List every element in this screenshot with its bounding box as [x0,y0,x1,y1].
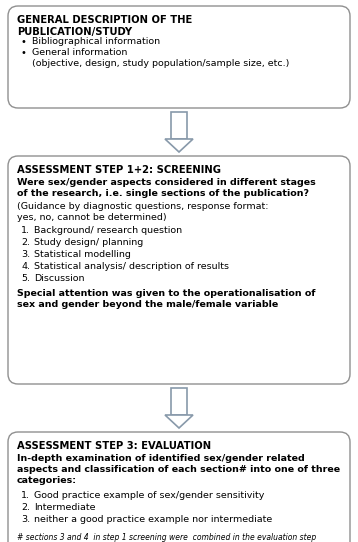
Text: yes, no, cannot be determined): yes, no, cannot be determined) [17,213,166,222]
Text: ASSESSMENT STEP 3: EVALUATION: ASSESSMENT STEP 3: EVALUATION [17,441,211,451]
Text: (Guidance by diagnostic questions, response format:: (Guidance by diagnostic questions, respo… [17,202,268,211]
Text: Bibliographical information: Bibliographical information [32,37,160,46]
Text: 5.: 5. [21,274,30,283]
Text: # sections 3 and 4  in step 1 screening were  combined in the evaluation step: # sections 3 and 4 in step 1 screening w… [17,533,316,542]
Text: 3.: 3. [21,515,30,524]
Text: GENERAL DESCRIPTION OF THE
PUBLICATION/STUDY: GENERAL DESCRIPTION OF THE PUBLICATION/S… [17,15,192,37]
Polygon shape [165,139,193,152]
Text: 1.: 1. [21,226,30,235]
Text: Intermediate: Intermediate [34,503,96,512]
Text: Background/ research question: Background/ research question [34,226,182,235]
Text: Statistical modelling: Statistical modelling [34,250,131,259]
Text: 1.: 1. [21,491,30,500]
Text: 2.: 2. [21,503,30,512]
Text: Statistical analysis/ description of results: Statistical analysis/ description of res… [34,262,229,271]
Polygon shape [171,112,187,139]
Text: Were sex/gender aspects considered in different stages
of the research, i.e. sin: Were sex/gender aspects considered in di… [17,178,316,198]
Text: Discussion: Discussion [34,274,84,283]
Text: neither a good practice example nor intermediate: neither a good practice example nor inte… [34,515,272,524]
Polygon shape [165,415,193,428]
Text: ASSESSMENT STEP 1+2: SCREENING: ASSESSMENT STEP 1+2: SCREENING [17,165,221,175]
FancyBboxPatch shape [8,432,350,542]
Text: Study design/ planning: Study design/ planning [34,238,143,247]
FancyBboxPatch shape [8,6,350,108]
Text: Good practice example of sex/gender sensitivity: Good practice example of sex/gender sens… [34,491,264,500]
Text: •: • [20,37,26,47]
Text: 2.: 2. [21,238,30,247]
Text: Special attention was given to the operationalisation of
sex and gender beyond t: Special attention was given to the opera… [17,289,315,309]
Text: In-depth examination of identified sex/gender related
aspects and classification: In-depth examination of identified sex/g… [17,454,340,485]
FancyBboxPatch shape [8,156,350,384]
Text: •: • [20,48,26,58]
Text: 4.: 4. [21,262,30,271]
Text: 3.: 3. [21,250,30,259]
Text: General information
(objective, design, study population/sample size, etc.): General information (objective, design, … [32,48,289,68]
Polygon shape [171,388,187,415]
